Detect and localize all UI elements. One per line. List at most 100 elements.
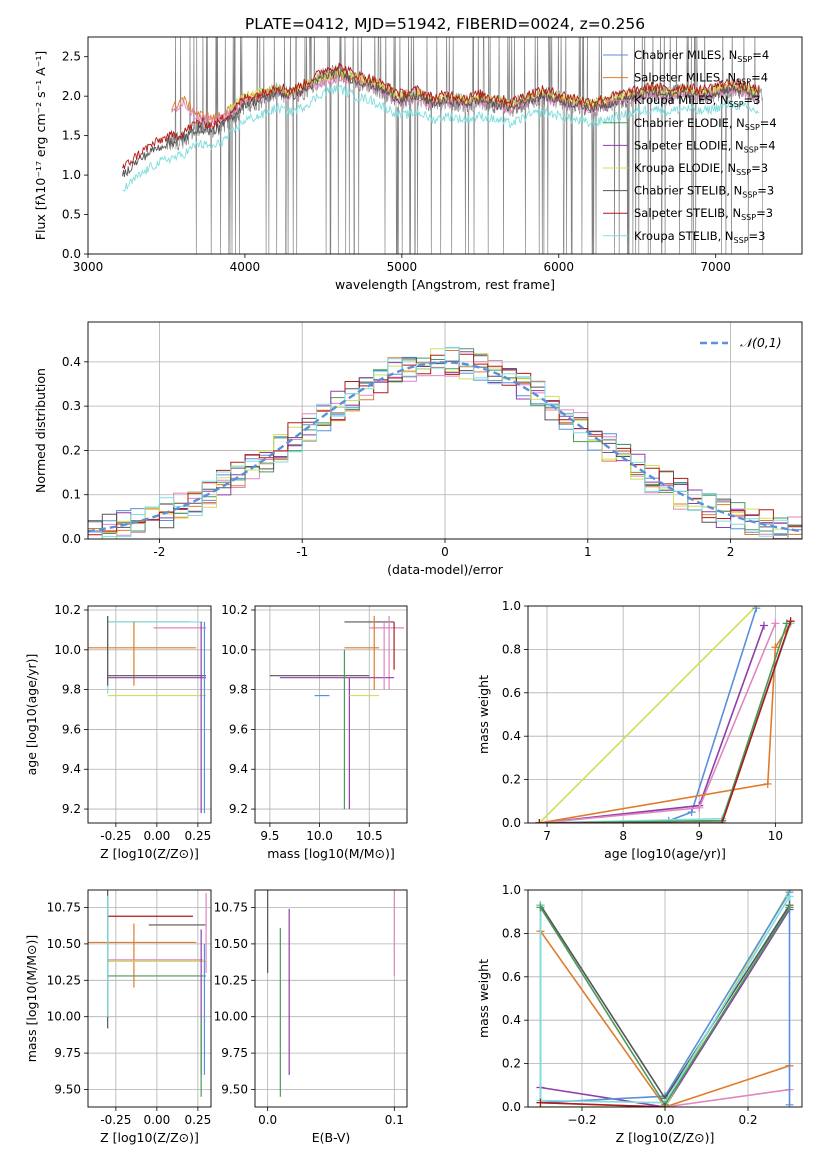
weight-line xyxy=(540,1101,666,1107)
massweight_vs_Z-y-tick-label: 0.4 xyxy=(502,1013,521,1027)
massweight_vs_age-axes: 7 8 9 10 0.0 0.2 0.4 0.6 0.8 1.0 age [log10(age/yr… xyxy=(476,599,803,861)
weight-marker xyxy=(785,1100,794,1107)
age_vs_mass-axes: 9.5 10.0 10.5 9.2 9.4 9.6 9.8 10.0 10.2 mass [log… xyxy=(221,603,408,861)
age_vs_Z-axes: -0.25 0.00 0.25 9.2 9.4 9.6 9.8 10.0 10.2 Z [log1… xyxy=(24,603,212,861)
figure-title: PLATE=0412, MJD=51942, FIBERID=0024, z=0… xyxy=(245,15,645,33)
legend-tail: =4 xyxy=(759,138,776,152)
legend-subscript: SSP xyxy=(745,123,760,132)
residuals-x-tick-label: -1 xyxy=(296,545,308,559)
massweight_vs_age-x-tick-label: 7 xyxy=(543,829,551,843)
spectrum-x-axis-label: wavelength [Angstrom, rest frame] xyxy=(335,277,555,292)
legend-subscript: SSP xyxy=(737,55,752,64)
mass_vs_Z-y-tick-label: 10.00 xyxy=(47,1010,81,1024)
weight-marker xyxy=(759,621,768,630)
massweight_vs_Z-y-tick-label: 0.0 xyxy=(502,1100,521,1114)
residuals-plot-area xyxy=(88,346,802,539)
spectrum-axes: 3000 4000 5000 6000 7000 0.0 0.5 1.0 1.5 2.0 2.5 wa… xyxy=(33,36,803,292)
massweight_vs_age-x-tick-label: 8 xyxy=(619,829,627,843)
spectrum-model-line xyxy=(122,67,760,177)
age_vs_Z-x-tick-label: -0.25 xyxy=(100,829,131,843)
legend-tail: =3 xyxy=(744,93,761,107)
legend-entry: Chabrier MILES, NSSP=4 xyxy=(634,48,769,64)
legend-subscript: SSP xyxy=(734,236,749,245)
residuals-x-tick-label: 0 xyxy=(441,545,449,559)
age_vs_Z-y-tick-label: 10.0 xyxy=(54,643,81,657)
mass_vs_Z-x-tick-label: 0.25 xyxy=(185,1113,212,1127)
legend-entry: Chabrier STELIB, NSSP=3 xyxy=(634,184,774,200)
age_vs_Z-x-tick-label: 0.00 xyxy=(144,829,171,843)
legend-tail: =4 xyxy=(751,71,768,85)
weight-marker xyxy=(763,779,772,788)
massweight_vs_age-y-tick-label: 0.4 xyxy=(502,729,521,743)
spectrum-y-tick-label: 2.5 xyxy=(62,50,81,64)
age_vs_Z-y-axis-label: age [log10(age/yr)] xyxy=(24,654,39,776)
residuals-y-axis-label: Normed distribution xyxy=(33,368,48,493)
mass_vs_ebv-y-tick-label: 10.75 xyxy=(214,900,248,914)
weight-line xyxy=(539,623,777,823)
mass_vs_Z-y-tick-label: 9.50 xyxy=(54,1083,81,1097)
mass_vs_Z-y-tick-label: 10.75 xyxy=(47,900,81,914)
legend-subscript: SSP xyxy=(736,78,751,87)
age_vs_Z-y-tick-label: 9.4 xyxy=(62,762,81,776)
legend-tail: =3 xyxy=(749,229,766,243)
gaussian-curve xyxy=(88,361,802,533)
residuals-y-tick-label: 0.4 xyxy=(62,355,81,369)
massweight_vs_Z-y-tick-label: 1.0 xyxy=(502,883,521,897)
age_vs_mass-x-tick-label: 10.0 xyxy=(306,829,333,843)
spectrum-y-tick-label: 2.0 xyxy=(62,89,81,103)
legend-tail: =3 xyxy=(751,161,768,175)
legend-label: Salpeter STELIB, N xyxy=(634,206,741,220)
age_vs_Z-y-tick-label: 9.6 xyxy=(62,722,81,736)
legend-subscript: SSP xyxy=(744,145,759,154)
weight-marker xyxy=(536,903,545,912)
legend-subscript: SSP xyxy=(741,213,756,222)
weight-marker xyxy=(661,1103,669,1107)
legend-subscript: SSP xyxy=(736,168,751,177)
legend-tail: =4 xyxy=(752,48,769,62)
mass_vs_Z-y-tick-label: 10.50 xyxy=(47,937,81,951)
weight-marker xyxy=(695,803,704,812)
weight-marker xyxy=(786,617,795,626)
age_vs_mass-y-tick-label: 9.4 xyxy=(229,762,248,776)
legend-entry: Kroupa MILES, NSSP=3 xyxy=(634,93,760,109)
mass_vs_ebv-x-axis-label: E(B-V) xyxy=(312,1130,351,1145)
weight-marker xyxy=(718,819,727,823)
massweight_vs_Z-x-axis-label: Z [log10(Z/Z⊙)] xyxy=(616,1130,715,1145)
mass_vs_Z-axes: -0.25 0.00 0.25 9.50 9.75 10.00 10.25 10.50 10.7… xyxy=(24,889,212,1145)
age_vs_mass-x-tick-label: 10.5 xyxy=(356,829,383,843)
mass_vs_Z-plot-area xyxy=(88,890,207,1097)
weight-marker xyxy=(752,606,761,613)
mass_vs_ebv-plot-area xyxy=(267,890,395,1097)
residuals-y-tick-label: 0.1 xyxy=(62,488,81,502)
mass_vs_ebv-y-tick-label: 10.50 xyxy=(214,937,248,951)
weight-line xyxy=(539,930,790,1107)
weight-line xyxy=(539,620,792,823)
weight-marker xyxy=(771,619,780,628)
spectrum-model-line xyxy=(122,62,760,170)
legend-subscript: SSP xyxy=(742,191,757,200)
massweight_vs_age-y-axis-label: mass weight xyxy=(476,675,491,754)
residual-histogram xyxy=(88,346,802,539)
residuals-y-tick-label: 0.3 xyxy=(62,399,81,413)
age_vs_Z-x-tick-label: 0.25 xyxy=(185,829,212,843)
weight-line xyxy=(538,606,757,823)
spectrum-y-tick-label: 1.0 xyxy=(62,168,81,182)
residuals-y-tick-label: 0.0 xyxy=(62,532,81,546)
spectrum-x-tick-label: 6000 xyxy=(543,260,574,274)
legend-label: Kroupa MILES, N xyxy=(634,93,729,107)
age_vs_Z-y-tick-label: 9.8 xyxy=(62,683,81,697)
massweight_vs_age-x-tick-label: 9 xyxy=(695,829,703,843)
weight-marker xyxy=(785,903,794,912)
age_vs_Z-frame xyxy=(87,605,212,824)
legend-label: 𝒩(0,1) xyxy=(740,335,782,350)
age_vs_mass-y-tick-label: 9.2 xyxy=(229,802,248,816)
legend-tail: =3 xyxy=(756,206,773,220)
spectrum-x-tick-label: 3000 xyxy=(73,260,104,274)
weight-line xyxy=(540,909,791,1107)
legend-label: Salpeter MILES, N xyxy=(634,71,736,85)
legend-label: Kroupa STELIB, N xyxy=(634,229,734,243)
massweight_vs_Z-x-tick-label: −0.2 xyxy=(567,1113,596,1127)
residual-histogram xyxy=(88,360,802,536)
residuals-frame xyxy=(87,321,803,540)
legend-subscript: SSP xyxy=(729,100,744,109)
